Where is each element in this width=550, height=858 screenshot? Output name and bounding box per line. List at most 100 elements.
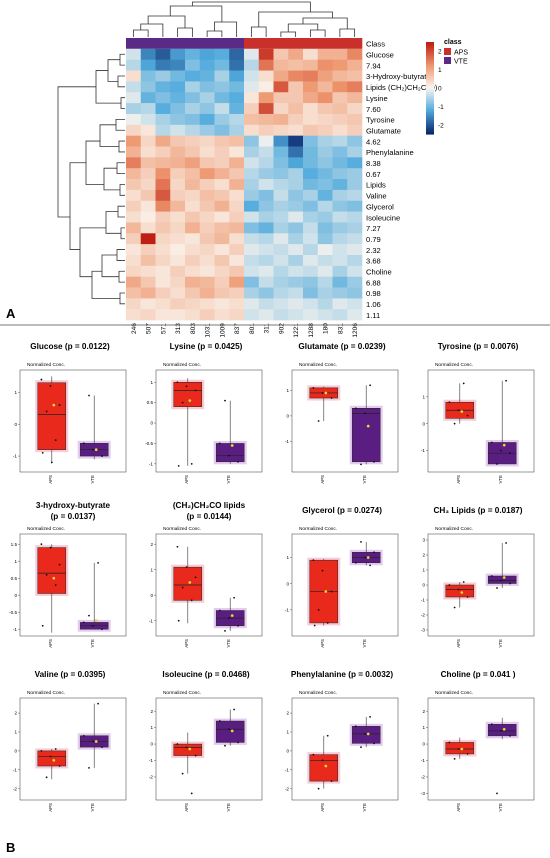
x-tick-label-APS: APS <box>184 803 189 812</box>
heatmap-cell <box>273 276 289 288</box>
heatmap-cell <box>288 70 304 82</box>
heatmap-cell <box>288 103 304 115</box>
data-point-VTE <box>360 463 362 466</box>
y-tick-label: -2 <box>285 786 290 791</box>
data-point-APS <box>330 397 333 399</box>
data-point-APS <box>194 576 197 579</box>
heatmap-cell <box>229 92 245 104</box>
heatmap-cell <box>126 48 142 60</box>
y-tick-label: -1 <box>285 767 290 772</box>
heatmap-cell <box>273 59 289 71</box>
y-tick-label: 2 <box>14 711 17 716</box>
heatmap-cell <box>170 168 186 180</box>
row-label: Lipids <box>366 181 386 190</box>
data-point-APS <box>40 749 43 752</box>
data-point-VTE <box>490 575 493 577</box>
row-label: 7.27 <box>366 224 381 233</box>
mean-marker-VTE <box>366 732 370 736</box>
heatmap-cell <box>229 189 245 202</box>
mean-marker-VTE <box>230 614 234 618</box>
y-tick-label: -2 <box>421 775 426 780</box>
box-APS <box>37 382 67 450</box>
data-point-APS <box>49 755 52 758</box>
heatmap-cell <box>288 287 304 299</box>
heatmap-cell <box>273 135 289 147</box>
x-tick-label-VTE: VTE <box>90 803 95 812</box>
data-point-VTE <box>505 379 507 382</box>
boxplot-subtitle: Normalized Conc. <box>435 690 473 696</box>
heatmap-cell <box>317 255 333 267</box>
data-point-APS <box>177 464 180 467</box>
heatmap-cell <box>317 276 333 288</box>
heatmap-cell <box>258 92 274 104</box>
heatmap-cell <box>347 211 363 223</box>
data-point-APS <box>457 588 460 591</box>
boxplot-title: (CH₂)CH₂CO lipids <box>173 501 246 510</box>
heatmap-cell <box>244 146 260 158</box>
heatmap-cell <box>229 222 245 234</box>
y-tick-label: 0 <box>14 422 17 427</box>
data-point-APS <box>466 596 469 598</box>
boxplot-subtitle: Normalized Conc. <box>163 526 201 532</box>
class-cell-507 <box>140 38 156 49</box>
heatmap-cell <box>273 189 289 202</box>
heatmap-cell <box>185 244 201 256</box>
data-point-APS <box>312 559 315 562</box>
heatmap-cell <box>244 255 260 267</box>
heatmap-cell <box>347 276 363 288</box>
class-cell-803 <box>185 38 201 49</box>
heatmap-cell <box>214 287 230 299</box>
data-point-VTE <box>237 624 239 627</box>
heatmap-cell <box>332 298 348 310</box>
heatmap-cell <box>155 265 171 277</box>
heatmap-cell <box>317 135 333 147</box>
heatmap-cell <box>199 70 215 82</box>
boxplot-4: 3-hydroxy-butyrate (p = 0.0137) Normalized… <box>9 501 127 648</box>
data-point-APS <box>45 410 48 413</box>
x-tick-label-VTE: VTE <box>90 639 95 648</box>
heatmap-cell <box>214 276 230 288</box>
heatmap-cell <box>244 244 260 256</box>
heatmap-cell <box>170 59 186 71</box>
boxplot-title: Tyrosine (p = 0.0076) <box>438 342 519 351</box>
heatmap-cell <box>347 309 363 321</box>
heatmap-cell <box>199 48 215 60</box>
x-tick-label-VTE: VTE <box>226 475 231 484</box>
heatmap-cell <box>126 276 142 288</box>
data-point-VTE <box>496 587 498 589</box>
heatmap-cell <box>258 146 274 158</box>
heatmap-cell <box>199 103 215 115</box>
data-point-APS <box>54 584 57 586</box>
column-label: 1009 <box>219 323 226 338</box>
data-point-APS <box>40 378 43 381</box>
heatmap-cell <box>140 48 156 60</box>
heatmap-cell <box>303 265 319 277</box>
heatmap-cell <box>244 135 260 147</box>
heatmap-cell <box>332 287 348 299</box>
heatmap-cell <box>258 244 274 256</box>
heatmap-cell <box>229 233 245 245</box>
data-point-VTE <box>364 556 366 559</box>
heatmap-cell <box>214 103 230 115</box>
heatmap-cell <box>185 113 201 126</box>
heatmap-cell <box>170 200 186 212</box>
heatmap-cell <box>317 113 333 126</box>
heatmap-cell <box>155 211 171 223</box>
mean-marker-APS <box>188 399 192 403</box>
heatmap-cell <box>185 168 201 180</box>
heatmap-cell <box>317 70 333 82</box>
y-tick-label: 0 <box>286 748 289 753</box>
heatmap-cell <box>185 59 201 71</box>
heatmap-cell <box>303 179 319 191</box>
column-label: 313 <box>175 323 182 334</box>
data-point-APS <box>326 622 329 624</box>
heatmap-cell <box>303 146 319 158</box>
data-point-APS <box>462 382 465 385</box>
data-point-APS <box>466 753 469 755</box>
mean-marker-VTE <box>502 443 506 447</box>
y-tick-label: 0 <box>286 581 289 586</box>
heatmap-cell <box>317 189 333 202</box>
data-point-VTE <box>228 454 230 457</box>
heatmap-cell <box>244 189 260 202</box>
data-point-APS <box>45 573 48 576</box>
